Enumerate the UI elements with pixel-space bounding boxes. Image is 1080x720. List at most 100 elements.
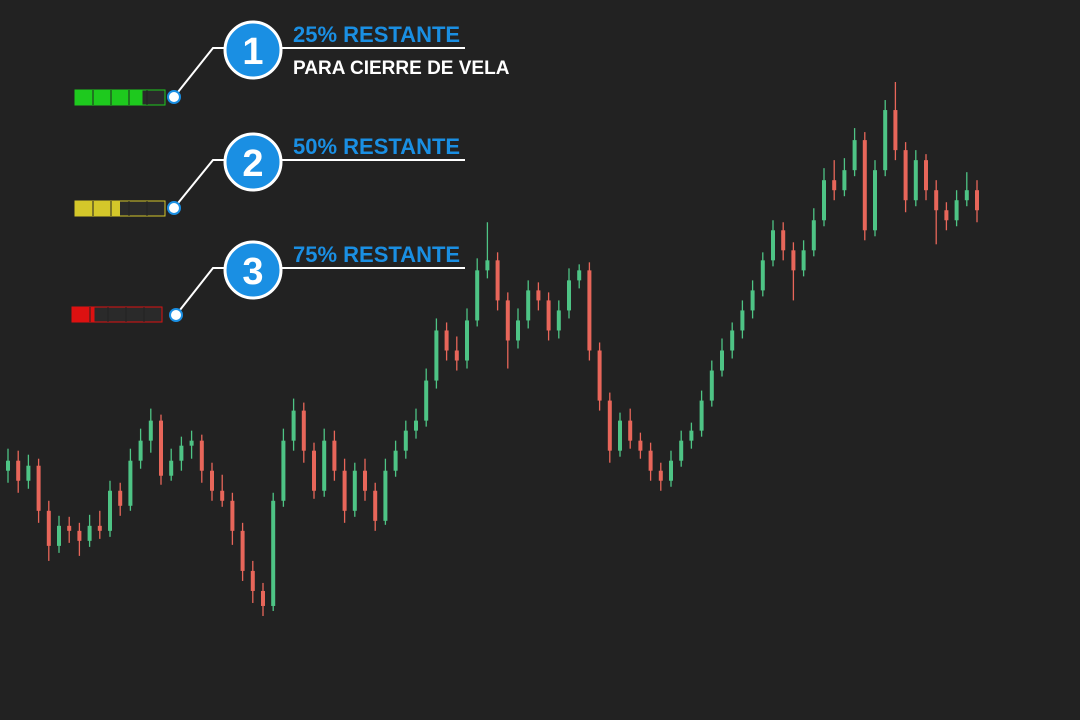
candle-body bbox=[271, 500, 276, 606]
candle-body bbox=[495, 260, 500, 301]
candle-body bbox=[312, 450, 316, 491]
candle-body bbox=[709, 370, 714, 401]
step-badge bbox=[223, 240, 283, 300]
remaining-label: 25% RESTANTE bbox=[293, 22, 460, 47]
candle-body bbox=[261, 590, 265, 606]
candle-body bbox=[873, 170, 877, 231]
remaining-sublabel: PARA CIERRE DE VELA bbox=[293, 58, 510, 79]
candle-body bbox=[301, 410, 306, 451]
step-number: 2 bbox=[242, 143, 263, 185]
candle-body bbox=[975, 190, 979, 211]
candle-body bbox=[465, 320, 469, 361]
candle-body bbox=[924, 160, 928, 191]
candle-body bbox=[169, 460, 174, 476]
candle-body bbox=[842, 170, 847, 191]
candle-body bbox=[108, 490, 112, 531]
candle-body bbox=[291, 410, 296, 441]
candle-body bbox=[57, 525, 61, 546]
connector-dot bbox=[169, 308, 183, 322]
candle-body bbox=[618, 420, 622, 451]
connector-dot bbox=[167, 90, 181, 104]
candle-body bbox=[6, 460, 10, 471]
candle-body bbox=[434, 330, 439, 381]
candle-body bbox=[781, 230, 786, 251]
candle-body bbox=[352, 470, 357, 511]
candle-body bbox=[811, 220, 816, 251]
candle-body bbox=[760, 260, 765, 291]
candle-body bbox=[893, 110, 898, 151]
candle-body bbox=[159, 420, 163, 476]
candle-body bbox=[36, 465, 41, 511]
candle-body bbox=[67, 525, 72, 531]
candle-body bbox=[485, 260, 490, 271]
candle-body bbox=[403, 430, 408, 451]
candle-body bbox=[454, 350, 459, 361]
candle-body bbox=[730, 330, 735, 351]
candle-body bbox=[393, 450, 398, 471]
connector-line bbox=[173, 159, 465, 209]
candle-body bbox=[832, 180, 837, 191]
candle-body bbox=[475, 270, 480, 321]
candle-body bbox=[46, 510, 51, 546]
progress-bar-fill bbox=[75, 90, 143, 105]
candle-body bbox=[87, 525, 92, 541]
candle-body bbox=[669, 460, 673, 481]
candle-body bbox=[505, 300, 510, 341]
candle-body bbox=[526, 290, 531, 321]
remaining-label: 50% RESTANTE bbox=[293, 134, 460, 159]
candle-body bbox=[883, 110, 888, 171]
candle-body bbox=[658, 470, 663, 481]
candle-body bbox=[383, 470, 388, 521]
candle-body bbox=[342, 470, 347, 511]
candle-body bbox=[720, 350, 724, 371]
progress-bar-fill bbox=[72, 307, 95, 322]
step-number: 3 bbox=[242, 251, 263, 293]
step-badge bbox=[223, 20, 283, 80]
candle-body bbox=[97, 525, 102, 531]
candle-body bbox=[556, 310, 561, 331]
candle-body bbox=[577, 270, 582, 281]
candle-body bbox=[363, 470, 367, 491]
candle-body bbox=[964, 190, 969, 201]
remaining-label: 75% RESTANTE bbox=[293, 242, 460, 267]
candle-body bbox=[118, 490, 123, 506]
candle-body bbox=[862, 140, 867, 231]
candle-body bbox=[332, 440, 337, 471]
candle-body bbox=[699, 400, 704, 431]
candle-body bbox=[281, 440, 286, 501]
candle-body bbox=[138, 440, 143, 461]
candle-body bbox=[199, 440, 204, 471]
progress-bar-fill bbox=[75, 201, 120, 216]
candle-body bbox=[424, 380, 429, 421]
candle-body bbox=[801, 250, 806, 271]
candle-body bbox=[679, 440, 684, 461]
step-number: 1 bbox=[242, 31, 263, 73]
candle-body bbox=[210, 470, 214, 491]
candle-body bbox=[822, 180, 826, 221]
candle-body bbox=[148, 420, 153, 441]
candle-body bbox=[944, 210, 949, 221]
candle-body bbox=[638, 440, 643, 451]
candle-body bbox=[516, 320, 520, 341]
candle-body bbox=[903, 150, 908, 201]
candle-body bbox=[934, 190, 939, 211]
candle-body bbox=[628, 420, 633, 441]
step-badge bbox=[223, 132, 283, 192]
candle-body bbox=[954, 200, 959, 221]
candle-body bbox=[26, 465, 31, 481]
candle-body bbox=[648, 450, 653, 471]
connector-dot bbox=[167, 201, 181, 215]
candle-body bbox=[189, 440, 194, 446]
candle-body bbox=[607, 400, 612, 451]
candle-body bbox=[240, 530, 245, 571]
candle-body bbox=[567, 280, 571, 311]
candle-body bbox=[740, 310, 745, 331]
candle-body bbox=[77, 530, 82, 541]
candle-body bbox=[414, 420, 418, 431]
candle-body bbox=[771, 230, 775, 261]
candle-body bbox=[322, 440, 327, 491]
candle-body bbox=[536, 290, 541, 301]
connector-line bbox=[173, 47, 465, 98]
